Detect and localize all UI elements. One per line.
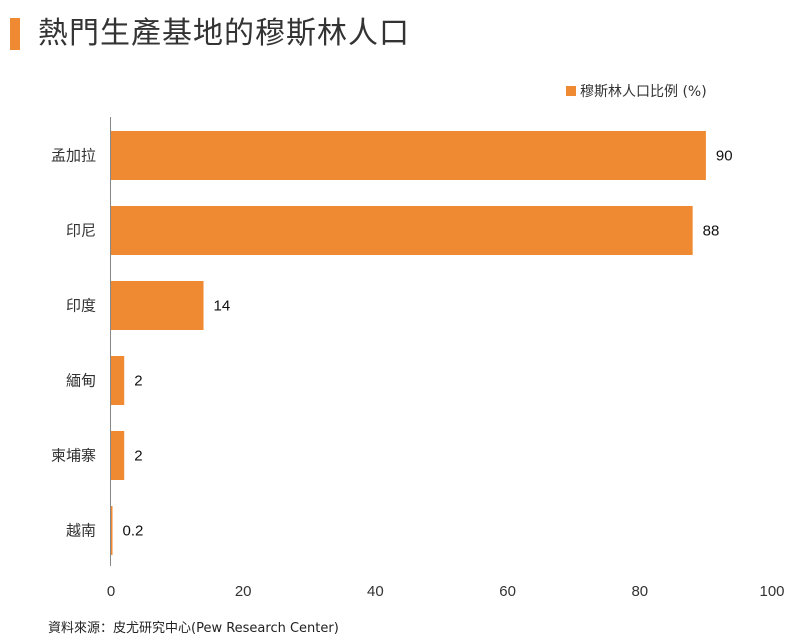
value-label-3: 2 [134,373,142,390]
bar-4 [111,431,125,480]
value-label-5: 0.2 [123,523,144,540]
bar-3 [111,356,125,405]
value-label-4: 2 [134,448,142,465]
x-tick-label-0: 0 [107,583,115,600]
bar-1 [111,206,693,255]
category-label-4: 柬埔寨 [51,447,96,465]
value-label-2: 14 [214,298,231,315]
value-label-1: 88 [703,223,720,240]
x-tick-label-1: 20 [235,583,252,600]
category-label-2: 印度 [66,297,96,315]
category-label-5: 越南 [66,522,96,540]
category-label-1: 印尼 [66,222,96,240]
chart-legend: 穆斯林人口比例 (%) [566,82,707,100]
x-tick-label-3: 60 [499,583,516,600]
x-tick-label-4: 80 [631,583,648,600]
x-tick-label-5: 100 [759,583,784,600]
page-title: 熱門生產基地的穆斯林人口 [38,16,410,51]
category-label-3: 緬甸 [66,372,96,390]
legend-swatch [566,86,576,96]
title-accent-bar [10,18,20,50]
x-tick-label-2: 40 [367,583,384,600]
bar-0 [111,131,706,180]
value-label-0: 90 [716,148,733,165]
category-label-0: 孟加拉 [51,147,96,165]
source-note: 資料來源：皮尤研究中心(Pew Research Center) [48,621,339,636]
legend-label: 穆斯林人口比例 (%) [580,84,707,100]
bar-2 [111,281,204,330]
bar-5 [111,506,113,555]
